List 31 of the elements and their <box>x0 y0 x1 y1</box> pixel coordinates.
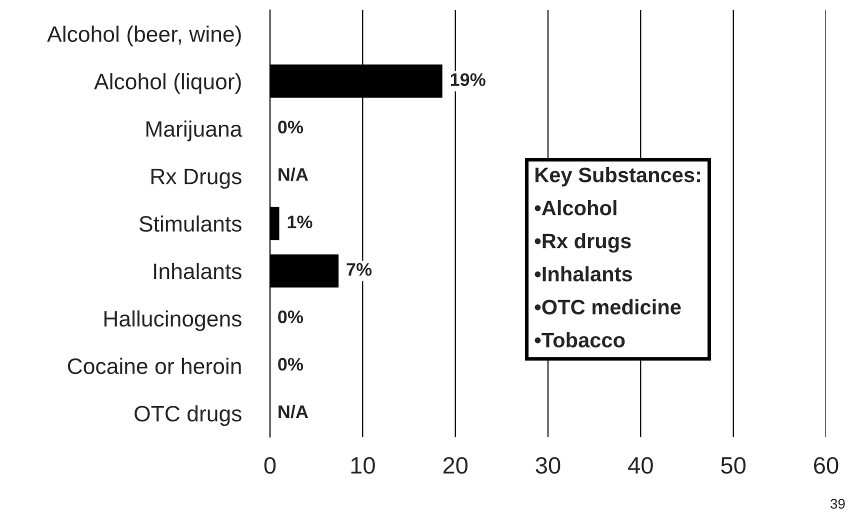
data-label: 0% <box>278 120 304 134</box>
data-label: 0% <box>278 310 304 324</box>
x-tick-label: 20 <box>443 457 468 474</box>
data-label: 19% <box>450 73 486 86</box>
y-tick-label: Marijuana <box>146 120 242 142</box>
annotation: •Tobacco <box>534 332 625 348</box>
text: N/A <box>278 404 308 418</box>
x-tick-label: 0 <box>264 457 276 474</box>
x-tick-label: 30 <box>536 457 560 474</box>
x-tick-label: 10 <box>351 457 375 474</box>
x-tick-label: 60 <box>814 457 838 474</box>
x-tick-label: 40 <box>628 457 653 474</box>
y-tick-label: Stimulants <box>139 215 242 232</box>
y-tick-label: OTC drugs <box>134 405 242 426</box>
data-label: 0% <box>278 358 304 371</box>
data-label: 1% <box>288 216 312 228</box>
annotation: Key Substances: <box>535 167 700 186</box>
y-tick-label: Inhalants <box>154 262 242 280</box>
data-label: 7% <box>346 263 372 276</box>
y-tick-label: Rx Drugs <box>151 168 242 189</box>
text: N/A <box>278 168 308 182</box>
x-tick-label: 50 <box>721 457 746 474</box>
y-tick-label: Alcohol (beer, wine) <box>47 26 241 46</box>
annotation: •OTC medicine <box>534 299 681 314</box>
annotation: •Rx drugs <box>534 233 631 253</box>
annotation: •Alcohol <box>534 200 616 216</box>
y-tick-label: Cocaine or heroin <box>68 358 241 374</box>
annotation: •Inhalants <box>534 266 632 282</box>
y-tick-label: Alcohol (liquor) <box>94 73 241 94</box>
y-tick-label: Hallucinogens <box>104 310 242 332</box>
text: 39 <box>830 498 845 509</box>
